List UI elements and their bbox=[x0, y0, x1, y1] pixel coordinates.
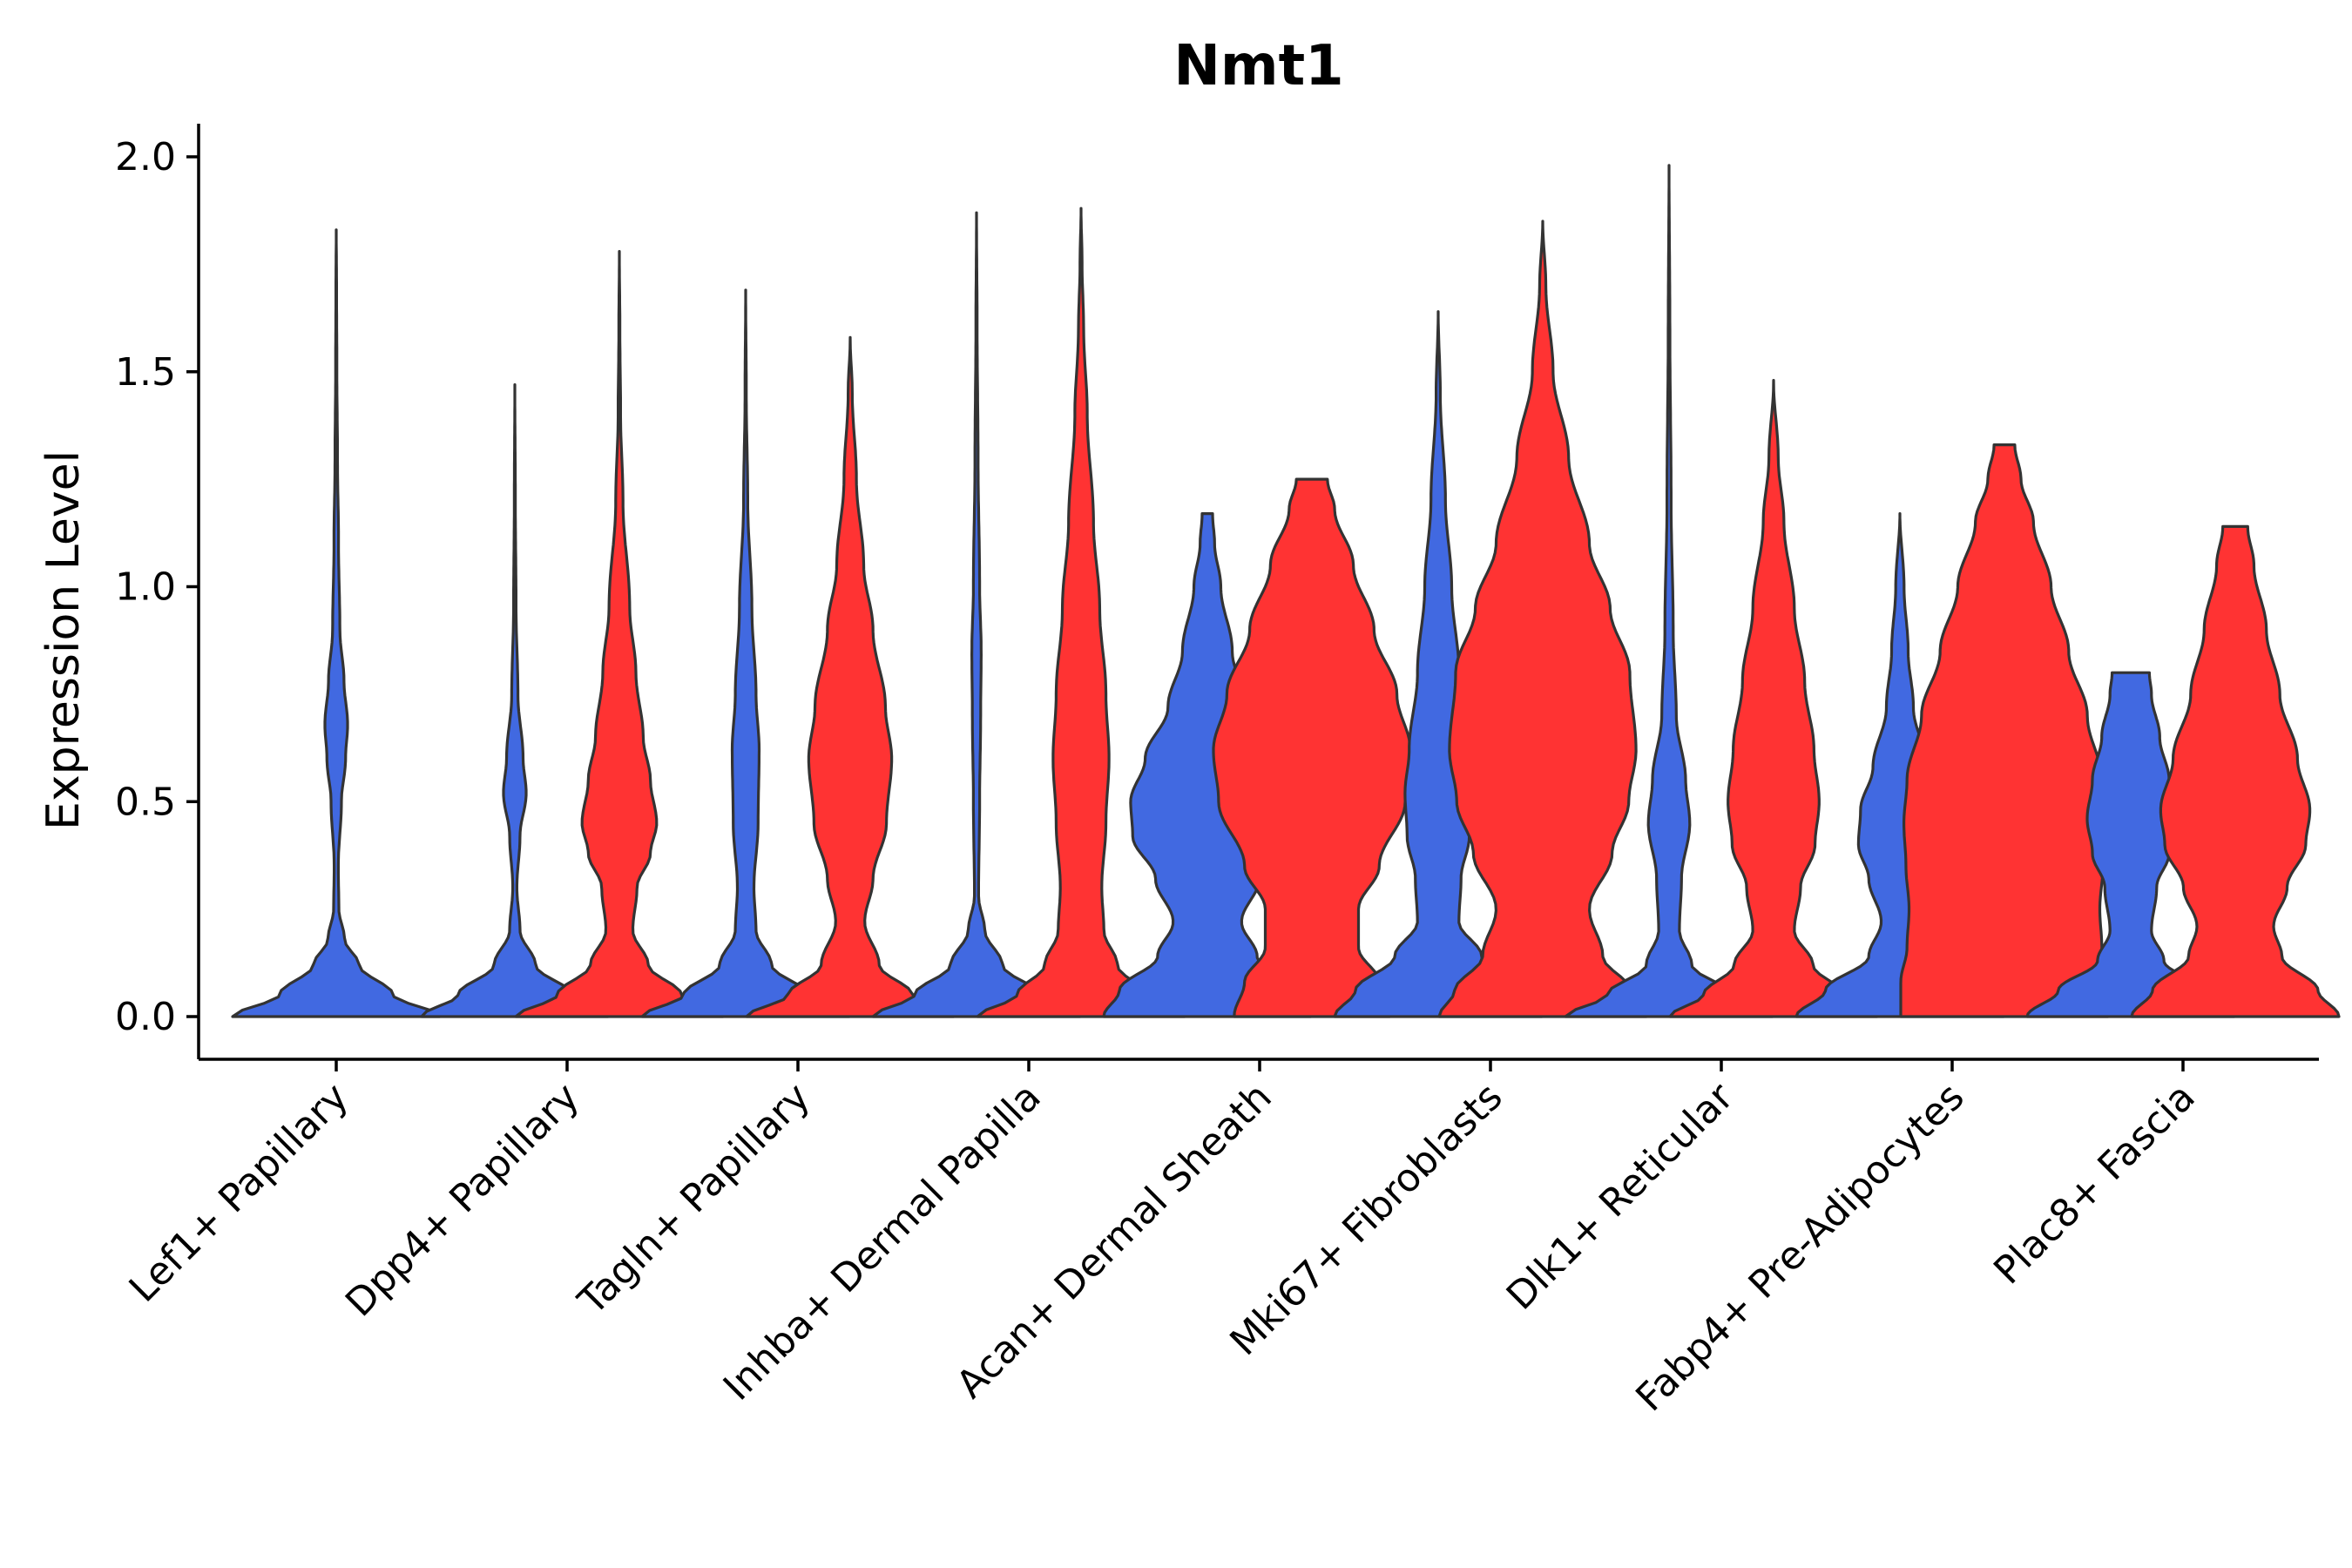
x-category-label: Tagln+ Papillary bbox=[570, 1075, 819, 1324]
y-tick-label: 1.0 bbox=[115, 565, 176, 610]
violin-dlk1-reticular-right bbox=[1668, 379, 1879, 1018]
x-category-label: Lef1+ Papillary bbox=[121, 1075, 357, 1311]
y-tick-label: 1.5 bbox=[115, 350, 176, 395]
x-category-label: Plac8+ Fascia bbox=[1985, 1075, 2204, 1294]
y-tick-label: 2.0 bbox=[115, 135, 176, 179]
violin-inhba-dermal-papilla-left bbox=[871, 211, 1082, 1018]
violin-dlk1-reticular-left bbox=[1564, 164, 1774, 1018]
y-tick-label: 0.5 bbox=[115, 780, 176, 824]
y-axis-label: Expression Level bbox=[37, 450, 90, 830]
y-tick-label: 0.0 bbox=[115, 995, 176, 1039]
violin-tagln-papillary-left bbox=[640, 288, 851, 1018]
x-category-label: Dpp4+ Papillary bbox=[337, 1075, 588, 1326]
violins-layer bbox=[231, 164, 2341, 1018]
violin-tagln-papillary-right bbox=[745, 335, 956, 1018]
violin-dpp4-papillary-left bbox=[420, 383, 610, 1018]
violin-acan-dermal-sheath-right bbox=[1212, 477, 1412, 1018]
violin-mki67-fibroblasts-right bbox=[1437, 220, 1648, 1018]
violin-inhba-dermal-papilla-right bbox=[976, 206, 1186, 1018]
violin-plac8-fascia-left bbox=[2025, 671, 2236, 1018]
violin-fabp4-pre-adipocytes-right bbox=[1899, 443, 2110, 1018]
violin-plac8-fascia-right bbox=[2130, 524, 2341, 1018]
chart-title: Nmt1 bbox=[1173, 34, 1343, 98]
x-category-label: Dlk1+ Reticular bbox=[1498, 1074, 1743, 1319]
violin-lef1-papillary-left bbox=[231, 228, 442, 1018]
violin-dpp4-papillary-right bbox=[514, 250, 725, 1018]
